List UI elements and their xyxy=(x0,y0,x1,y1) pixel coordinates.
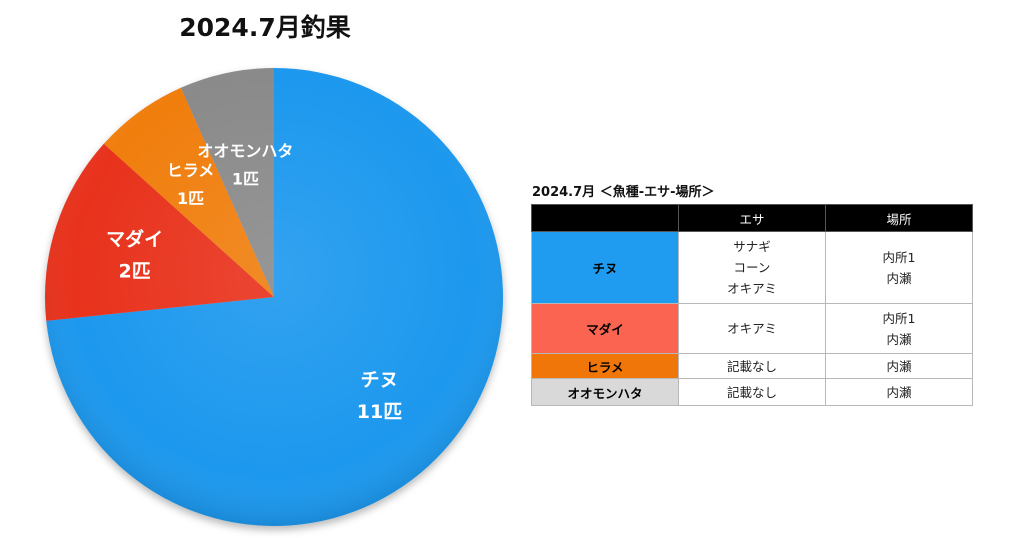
slice-value-label: 1匹 xyxy=(177,189,204,208)
place-cell-line: 内所1 xyxy=(882,310,916,326)
table-header-row: エサ 場所 xyxy=(531,204,973,232)
bait-cell: オキアミ xyxy=(678,303,826,354)
table-title: 2024.7月 ＜魚種-エサ-場所＞ xyxy=(532,185,715,200)
header-bait: エサ xyxy=(678,204,826,232)
bait-cell-line: サナギ xyxy=(733,239,771,254)
bait-cell-line: オキアミ xyxy=(727,281,777,296)
chart-title: 2024.7月釣果 xyxy=(179,13,351,42)
place-cell: 内瀬 xyxy=(825,353,973,379)
bait-cell-line: 記載なし xyxy=(726,358,777,374)
slice-value-label: 1匹 xyxy=(232,170,259,189)
bait-cell: 記載なし xyxy=(678,378,826,406)
catch-table: エサ 場所 チヌ サナギ コーン オキアミ 内所1 内瀬 マダイ オキアミ 内所1 内瀬 ヒラメ 記載… xyxy=(531,204,973,406)
bait-cell-line: 記載なし xyxy=(726,384,777,400)
slice-label: ヒラメ xyxy=(167,161,215,180)
table-row: オオモンハタ 記載なし 内瀬 xyxy=(531,378,973,406)
place-cell-line: 内所1 xyxy=(882,249,916,265)
place-cell-line: 内瀬 xyxy=(886,331,912,347)
table-row: ヒラメ 記載なし 内瀬 xyxy=(531,353,973,379)
place-cell-line: 内瀬 xyxy=(886,270,912,286)
header-species xyxy=(531,204,679,232)
slice-value-label: 2匹 xyxy=(118,261,150,283)
bait-cell: 記載なし xyxy=(678,353,826,379)
place-cell: 内所1 内瀬 xyxy=(825,231,973,304)
place-cell: 内瀬 xyxy=(825,378,973,406)
slice-label: マダイ xyxy=(106,228,163,251)
place-cell-line: 内瀬 xyxy=(886,384,912,400)
place-cell: 内所1 内瀬 xyxy=(825,303,973,354)
header-place: 場所 xyxy=(825,204,973,232)
slice-label: オオモンハタ xyxy=(197,142,293,161)
species-cell: マダイ xyxy=(531,303,679,354)
species-cell: ヒラメ xyxy=(531,353,679,379)
bait-cell-line: コーン xyxy=(733,260,771,275)
slice-value-label: 11匹 xyxy=(357,401,402,423)
bait-cell-line: オキアミ xyxy=(727,321,777,336)
table-row: チヌ サナギ コーン オキアミ 内所1 内瀬 xyxy=(531,231,973,304)
species-cell: チヌ xyxy=(531,231,679,304)
slice-label: チヌ xyxy=(361,369,399,391)
species-cell: オオモンハタ xyxy=(531,378,679,406)
table-row: マダイ オキアミ 内所1 内瀬 xyxy=(531,303,973,354)
bait-cell: サナギコーンオキアミ xyxy=(678,231,826,304)
place-cell-line: 内瀬 xyxy=(886,358,912,374)
pie-chart: チヌ 11匹 マダイ 2匹 ヒラメ 1匹 オオモンハタ 1匹 xyxy=(45,68,504,526)
